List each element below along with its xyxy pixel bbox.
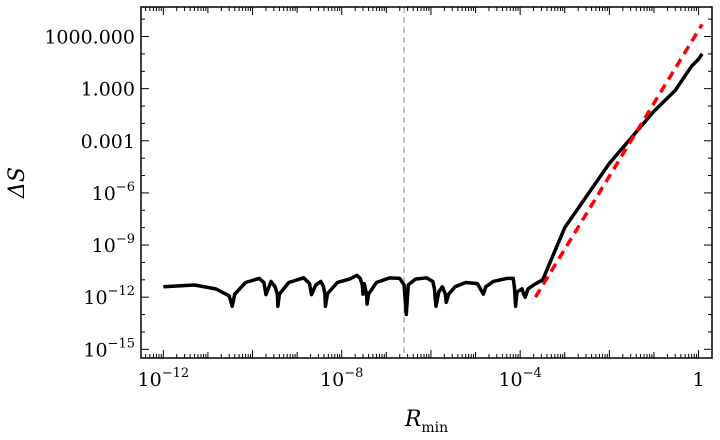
plot-content (163, 7, 704, 358)
x-axis-label-subscript: min (421, 420, 448, 436)
axis-tick-labels: 10−12 10−8 10−4 110−1510−1210−910−60.0011.0… (44, 27, 704, 391)
x-tick-label: 10−4 (498, 366, 541, 391)
y-tick-label: 10−6 (92, 180, 135, 205)
y-tick-label-base: 10 (92, 183, 116, 205)
y-tick-label: 0.001 (81, 131, 135, 153)
axis-ticks (141, 7, 713, 358)
y-tick-label: 10−12 (83, 284, 135, 309)
y-tick-label-exponent: −15 (108, 336, 135, 351)
y-tick-label: 10−9 (92, 232, 135, 257)
y-tick-label-base: 0.001 (81, 131, 135, 153)
x-tick-label: 1 (693, 369, 705, 391)
x-tick-label-base: 10 (320, 369, 344, 391)
y-tick-label-base: 10 (92, 235, 116, 257)
x-axis-label: Rmin (404, 407, 448, 436)
x-tick-label: 10−12 (138, 366, 190, 391)
y-tick-label-exponent: −6 (116, 180, 135, 195)
x-axis-label-main: R (404, 407, 422, 432)
x-tick-label-base: 1 (693, 369, 705, 391)
x-tick-label-base: 10 (138, 369, 162, 391)
x-tick-label-exponent: −12 (162, 366, 189, 381)
y-tick-label-base: 10 (83, 339, 107, 361)
plot-area (163, 7, 704, 358)
x-tick-label-exponent: −4 (523, 366, 542, 381)
x-tick-label: 10−8 (320, 366, 363, 391)
x-tick-label-exponent: −8 (344, 366, 363, 381)
y-tick-label-base: 1000.000 (44, 27, 135, 49)
y-axis-label: ΔS (5, 167, 30, 199)
x-tick-label-base: 10 (498, 369, 522, 391)
y-tick-label-base: 1.000 (81, 79, 135, 101)
fit-line-dashed (533, 23, 704, 299)
y-tick-label-exponent: −12 (108, 284, 135, 299)
y-tick-label-exponent: −9 (116, 232, 135, 247)
y-tick-label: 1000.000 (44, 27, 135, 49)
y-tick-label: 1.000 (81, 79, 135, 101)
y-tick-label-base: 10 (83, 287, 107, 309)
y-tick-label: 10−15 (83, 336, 135, 361)
series-line (163, 52, 704, 317)
